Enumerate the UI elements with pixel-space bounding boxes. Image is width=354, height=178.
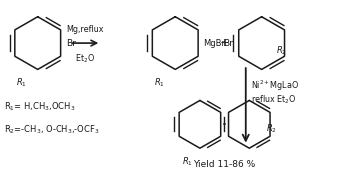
Text: Br: Br <box>66 39 76 48</box>
Text: Yield 11-86 %: Yield 11-86 % <box>194 160 256 169</box>
Text: Et$_2$O: Et$_2$O <box>75 53 95 65</box>
Text: $R_2$: $R_2$ <box>276 45 287 57</box>
Text: $R_1$: $R_1$ <box>16 77 27 89</box>
Text: MgBr: MgBr <box>204 39 225 48</box>
Text: $R_1$: $R_1$ <box>182 155 193 168</box>
Text: $R_2$: $R_2$ <box>266 123 277 135</box>
Text: Mg,reflux: Mg,reflux <box>67 25 104 34</box>
Text: reflux Et$_2$O: reflux Et$_2$O <box>251 93 297 106</box>
Text: R$_1$= H,CH$_3$,OCH$_3$: R$_1$= H,CH$_3$,OCH$_3$ <box>4 100 76 113</box>
Text: R$_2$=-CH$_3$, O-CH$_3$,-OCF$_3$: R$_2$=-CH$_3$, O-CH$_3$,-OCF$_3$ <box>4 123 100 136</box>
Text: Br: Br <box>223 39 233 48</box>
Text: +: + <box>220 38 229 48</box>
Text: Ni$^{2+}$MgLaO: Ni$^{2+}$MgLaO <box>251 78 299 93</box>
Text: $R_1$: $R_1$ <box>154 77 165 89</box>
